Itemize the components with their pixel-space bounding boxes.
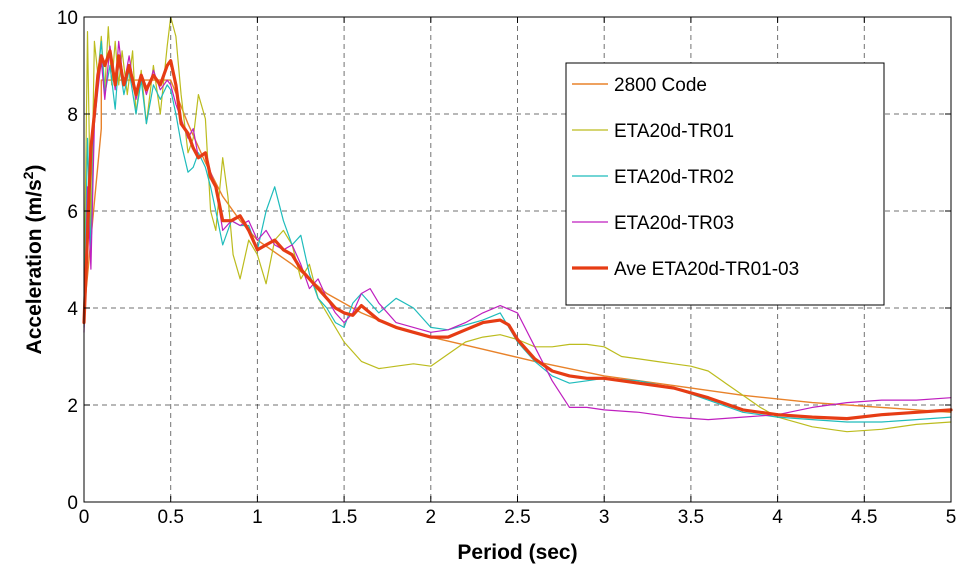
legend-label-4: ETA20d-TR03 <box>614 213 734 234</box>
x-tick-label: 4 <box>772 507 783 528</box>
y-axis-title-close: ) <box>23 165 46 172</box>
legend-label-2: ETA20d-TR01 <box>614 121 734 142</box>
x-tick-label: 4.5 <box>851 507 877 528</box>
y-tick-label: 4 <box>67 299 78 320</box>
x-tick-label: 1.5 <box>331 507 357 528</box>
legend-box <box>565 62 885 306</box>
y-tick-label: 10 <box>57 8 78 29</box>
series-line-3 <box>83 40 952 423</box>
axis-tick-labels: 0 0.5 1 1.5 2 2.5 3 3.5 4 4.5 5 0 2 4 6 8 10 <box>57 8 956 528</box>
y-tick-label: 0 <box>67 493 78 514</box>
y-tick-label: 2 <box>67 396 78 417</box>
x-axis-title: Period (sec) <box>457 541 577 564</box>
y-axis-title: Acceleration (m/s2) <box>20 165 46 355</box>
x-tick-label: 1 <box>252 507 263 528</box>
x-tick-label: 3 <box>599 507 610 528</box>
x-tick-label: 5 <box>946 507 957 528</box>
legend: 2800 Code ETA20d-TR01 ETA20d-TR02 ETA20d-TR… <box>565 62 885 306</box>
y-tick-label: 8 <box>67 105 78 126</box>
legend-label-5: Ave ETA20d-TR01-03 <box>614 259 799 280</box>
legend-label-1: 2800 Code <box>614 75 707 96</box>
series-line-2 <box>83 16 952 433</box>
legend-label-3: ETA20d-TR02 <box>614 167 734 188</box>
x-tick-label: 0.5 <box>157 507 183 528</box>
y-axis-title-main: Acceleration (m/s <box>23 179 46 354</box>
x-tick-label: 0 <box>79 507 90 528</box>
series-lines <box>82 16 953 433</box>
x-tick-label: 2 <box>426 507 437 528</box>
x-tick-label: 3.5 <box>678 507 704 528</box>
y-tick-label: 6 <box>67 202 78 223</box>
x-tick-label: 2.5 <box>504 507 530 528</box>
y-axis-title-superscript: 2 <box>20 171 36 179</box>
axis-ticks <box>83 16 952 503</box>
series-line-5 <box>82 49 953 421</box>
